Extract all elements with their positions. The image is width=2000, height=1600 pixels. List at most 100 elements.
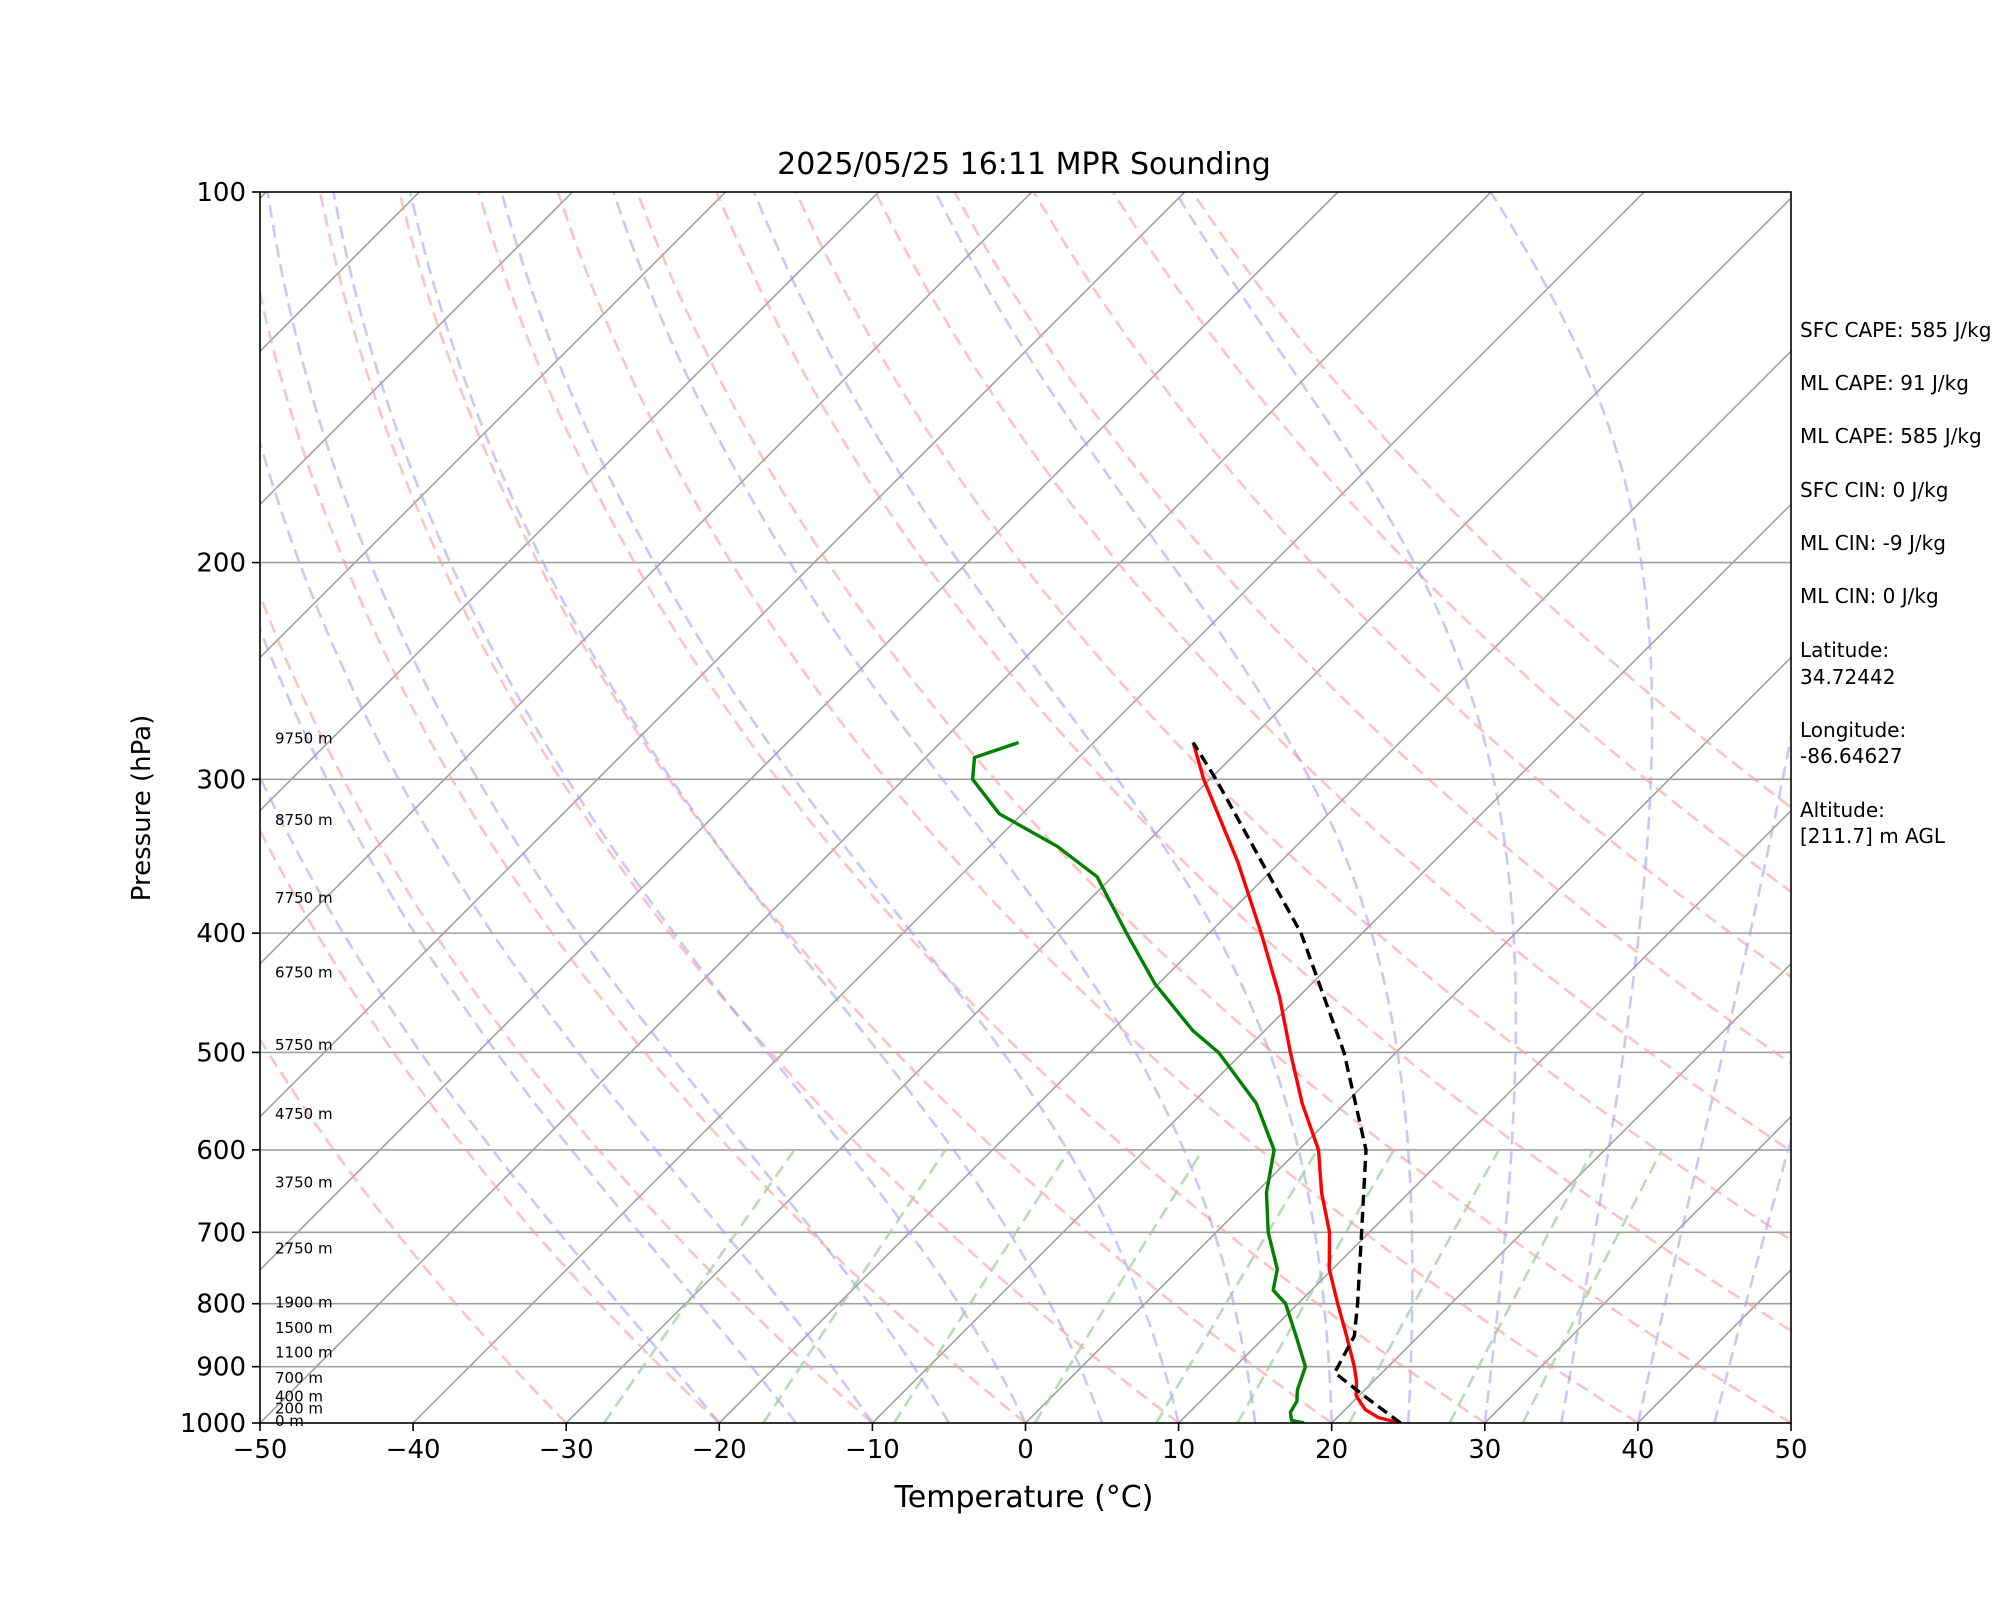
info-sfc-cape: SFC CAPE: 585 J/kg [1800, 318, 1991, 342]
y-tick-label: 500 [196, 1038, 246, 1068]
plot-frame [259, 191, 1792, 1424]
isotherm-line [260, 192, 1339, 1272]
y-tick-label: 900 [196, 1353, 246, 1383]
isotherm-line [260, 192, 1492, 1423]
x-tick-label: −40 [386, 1435, 441, 1465]
dewpoint-profile-line [970, 740, 1308, 1423]
isotherm-line [260, 192, 1186, 1118]
dry-adiabat-line [260, 287, 1027, 1423]
isotherm-line [260, 192, 1033, 965]
dry-adiabat-line [260, 827, 721, 1423]
info-latitude-label: Latitude: [1800, 638, 1889, 662]
isotherm-line [260, 192, 727, 659]
x-tick-label: 10 [1162, 1435, 1195, 1465]
mixing-ratio-line [1448, 1149, 1595, 1423]
moist-adiabat-line [260, 437, 874, 1423]
isotherm-line [260, 192, 573, 506]
moist-adiabat-line [1174, 192, 1518, 1423]
y-tick-label: 200 [196, 549, 246, 579]
mixing-ratio-line [1348, 1149, 1501, 1423]
info-altitude-value: [211.7] m AGL [1800, 824, 1946, 848]
isotherm-line [1484, 1115, 1791, 1423]
moist-adiabat-line [266, 192, 951, 1423]
y-tick-label: 100 [196, 178, 246, 208]
height-label: 9750 m [275, 730, 333, 748]
height-label: 1900 m [275, 1293, 333, 1311]
isotherm-line [412, 192, 1645, 1423]
y-axis: 100 200 300 400 500 600 700 800 900 1000 [180, 178, 260, 1439]
height-label: 700 m [275, 1369, 323, 1387]
info-sfc-cin: SFC CIN: 0 J/kg [1800, 478, 1948, 502]
y-tick-label: 700 [196, 1218, 246, 1248]
x-tick-label: 50 [1774, 1435, 1807, 1465]
mixing-ratio-line [762, 1149, 947, 1423]
info-ml-cin-2: ML CIN: 0 J/kg [1800, 584, 1939, 608]
isotherm-line [718, 350, 1791, 1423]
info-longitude-value: -86.64627 [1800, 744, 1903, 768]
x-tick-label: 40 [1621, 1435, 1654, 1465]
dry-adiabat-line [318, 192, 1180, 1423]
y-tick-label: 300 [196, 765, 246, 795]
isotherm-line [1331, 962, 1791, 1423]
info-ml-cape-2: ML CAPE: 585 J/kg [1800, 424, 1982, 448]
height-label: 0 m [275, 1412, 304, 1430]
height-label: 1100 m [275, 1344, 333, 1362]
dry-adiabat-line [398, 192, 1333, 1423]
height-label: 4750 m [275, 1105, 333, 1123]
moist-adiabat-line [500, 192, 1180, 1423]
x-axis-label: Temperature (°C) [894, 1480, 1154, 1515]
height-label: 2750 m [275, 1239, 333, 1257]
info-ml-cin-1: ML CIN: -9 J/kg [1800, 531, 1946, 555]
x-tick-label: 0 [1017, 1435, 1034, 1465]
moist-adiabat-line [752, 192, 1333, 1423]
parcel-profile-line [1191, 741, 1402, 1423]
moist-adiabat-line [1713, 1135, 1791, 1423]
x-tick-label: −50 [233, 1435, 288, 1465]
height-label: 400 m [275, 1387, 323, 1405]
moist-adiabat-line [1489, 192, 1654, 1423]
y-axis-label: Pressure (hPa) [127, 715, 157, 902]
info-panel: SFC CAPE: 585 J/kg ML CAPE: 91 J/kg ML C… [1800, 318, 1991, 848]
moist-adiabat-line [260, 625, 797, 1423]
temperature-profile-line [1191, 742, 1402, 1423]
isotherm-line [0, 192, 113, 1423]
height-label: 8750 m [275, 811, 333, 829]
y-tick-label: 800 [196, 1290, 246, 1320]
height-label: 3750 m [275, 1173, 333, 1191]
height-label: 1500 m [275, 1319, 333, 1337]
info-latitude-value: 34.72442 [1800, 665, 1895, 689]
moist-adiabat-line [408, 192, 1104, 1423]
chart-title: 2025/05/25 16:11 MPR Sounding [777, 147, 1271, 182]
moist-adiabat-line [612, 192, 1257, 1423]
info-longitude-label: Longitude: [1800, 718, 1906, 742]
x-axis: −50 −40 −30 −20 −10 0 10 20 30 40 50 [233, 1423, 1808, 1465]
dry-adiabat-line [260, 591, 874, 1423]
isotherm-line [565, 197, 1791, 1423]
dry-adiabat-line [715, 192, 1791, 1333]
height-label: 200 m [275, 1400, 323, 1418]
mixing-ratio-line [1033, 1149, 1204, 1423]
height-label: 6750 m [275, 963, 333, 981]
moist-adiabat-line [1636, 729, 1791, 1423]
moist-adiabat-line [332, 192, 1027, 1423]
dry-adiabat-line [556, 192, 1639, 1423]
isotherm-line [260, 192, 880, 812]
dry-adiabat-line [953, 192, 1791, 1065]
moist-adiabat-line [934, 192, 1414, 1423]
height-label: 7750 m [275, 889, 333, 907]
height-label: 5750 m [275, 1036, 333, 1054]
isotherm-line [871, 503, 1791, 1423]
mixing-ratio-line [602, 1149, 796, 1423]
x-tick-label: −30 [539, 1435, 594, 1465]
isotherm-line [1178, 809, 1791, 1423]
isotherm-line [1024, 656, 1791, 1423]
y-tick-label: 1000 [180, 1409, 246, 1439]
plot-area [0, 192, 1791, 1423]
x-tick-label: 30 [1468, 1435, 1501, 1465]
dry-adiabat-line [477, 192, 1486, 1423]
dry-adiabat-line [873, 192, 1791, 1153]
x-tick-label: −20 [692, 1435, 747, 1465]
mixing-ratio-line [1155, 1149, 1319, 1423]
